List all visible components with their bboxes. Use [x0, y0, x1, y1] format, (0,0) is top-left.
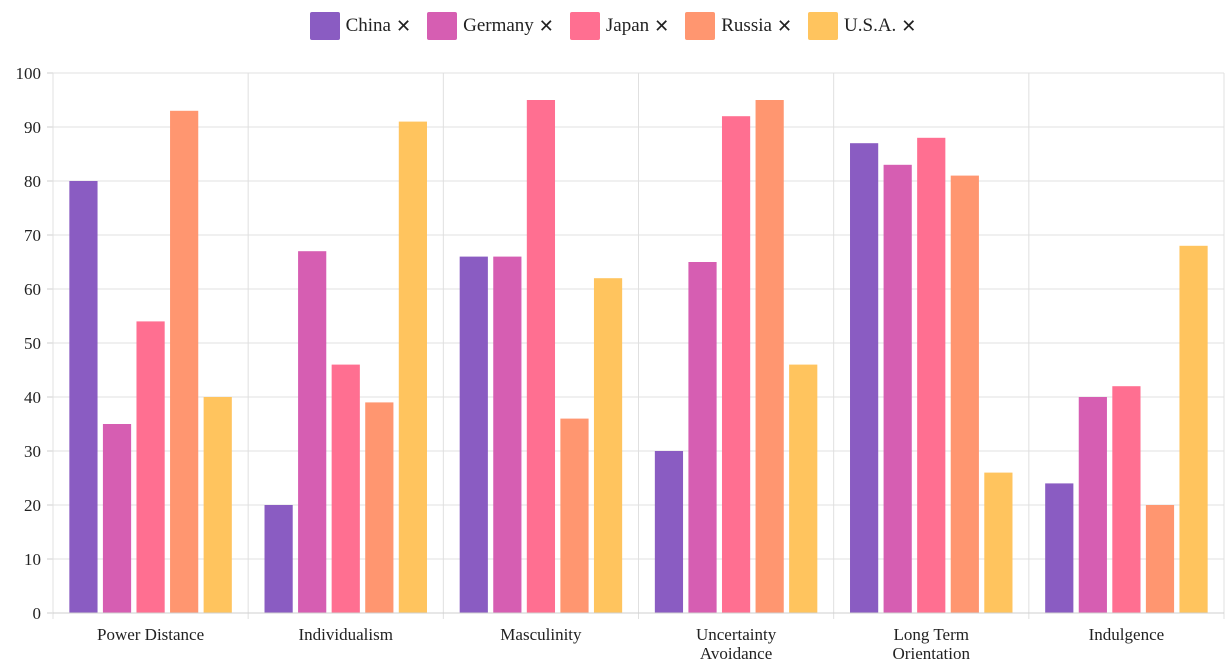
legend-swatch: [569, 12, 600, 40]
bar[interactable]: [1112, 386, 1141, 613]
bar[interactable]: [69, 181, 98, 613]
close-icon[interactable]: ✕: [538, 15, 554, 37]
x-category-label-line: Power Distance: [97, 625, 204, 644]
legend-label: Germany: [463, 15, 534, 36]
legend-item[interactable]: Russia ✕: [685, 12, 792, 40]
x-category-label: Masculinity: [500, 625, 582, 644]
legend-label: Russia: [721, 15, 772, 36]
bar[interactable]: [688, 262, 717, 613]
bar[interactable]: [526, 100, 556, 613]
y-tick-label: 80: [24, 172, 41, 191]
y-tick-label: 70: [24, 226, 41, 245]
y-tick-label: 50: [24, 334, 41, 353]
bar[interactable]: [883, 164, 912, 614]
close-icon[interactable]: ✕: [654, 15, 670, 37]
bar[interactable]: [593, 278, 623, 613]
bar[interactable]: [1078, 397, 1107, 613]
y-tick-label: 0: [33, 604, 42, 623]
bar[interactable]: [850, 143, 879, 613]
legend-swatch: [309, 12, 340, 40]
legend-label: U.S.A.: [844, 15, 897, 36]
legend-label: Japan: [605, 15, 650, 36]
bar[interactable]: [331, 364, 360, 613]
x-category-label: Power Distance: [97, 625, 204, 644]
y-tick-label: 40: [24, 388, 41, 407]
bar[interactable]: [264, 505, 293, 613]
x-category-label-line: Long Term: [894, 625, 969, 644]
bar[interactable]: [560, 418, 589, 613]
bar[interactable]: [203, 397, 232, 613]
y-tick-label: 60: [24, 280, 41, 299]
legend-item[interactable]: U.S.A. ✕: [808, 12, 916, 40]
bar[interactable]: [984, 472, 1013, 613]
y-tick-label: 20: [24, 496, 41, 515]
legend-swatch: [427, 12, 458, 40]
bar[interactable]: [365, 402, 394, 613]
bar[interactable]: [1179, 245, 1208, 614]
bar[interactable]: [1145, 505, 1175, 613]
legend-label: China: [345, 15, 391, 36]
bar[interactable]: [654, 451, 684, 613]
bar[interactable]: [1045, 483, 1074, 613]
bar[interactable]: [459, 256, 488, 613]
y-tick-label: 90: [24, 118, 41, 137]
x-category-label-line: Avoidance: [700, 644, 772, 660]
close-icon[interactable]: ✕: [776, 15, 793, 37]
bar[interactable]: [170, 110, 199, 614]
x-category-label: Uncertainty Avoidance: [696, 625, 777, 660]
bar[interactable]: [950, 175, 979, 613]
legend: China ✕ Germany ✕ Japan ✕ Russia ✕ U.S.A. ✕: [0, 8, 1226, 44]
y-tick-label: 10: [24, 550, 41, 569]
x-category-label: Individualism: [299, 625, 393, 644]
x-category-label: Indulgence: [1089, 625, 1165, 644]
legend-swatch: [808, 12, 839, 40]
x-category-label-line: Masculinity: [500, 625, 582, 644]
bar[interactable]: [493, 256, 522, 613]
x-category-label-line: Orientation: [893, 644, 971, 660]
x-category-label-line: Uncertainty: [696, 625, 777, 644]
bar[interactable]: [917, 137, 946, 614]
legend-item[interactable]: China ✕: [309, 12, 412, 40]
bar[interactable]: [789, 364, 818, 613]
x-category-label: Long Term Orientation: [893, 625, 971, 660]
legend-item[interactable]: Japan ✕: [569, 12, 670, 40]
bar[interactable]: [755, 100, 784, 613]
y-tick-label: 30: [24, 442, 41, 461]
legend-item[interactable]: Germany ✕: [427, 12, 554, 40]
bar[interactable]: [102, 424, 132, 613]
x-category-label-line: Individualism: [299, 625, 393, 644]
close-icon[interactable]: ✕: [396, 15, 412, 37]
bar[interactable]: [721, 116, 751, 613]
y-tick-label: 100: [16, 64, 42, 83]
bar[interactable]: [136, 321, 165, 613]
bar[interactable]: [298, 251, 327, 613]
close-icon[interactable]: ✕: [901, 15, 917, 37]
legend-swatch: [685, 12, 716, 40]
bar[interactable]: [398, 121, 427, 613]
x-category-label-line: Indulgence: [1089, 625, 1165, 644]
